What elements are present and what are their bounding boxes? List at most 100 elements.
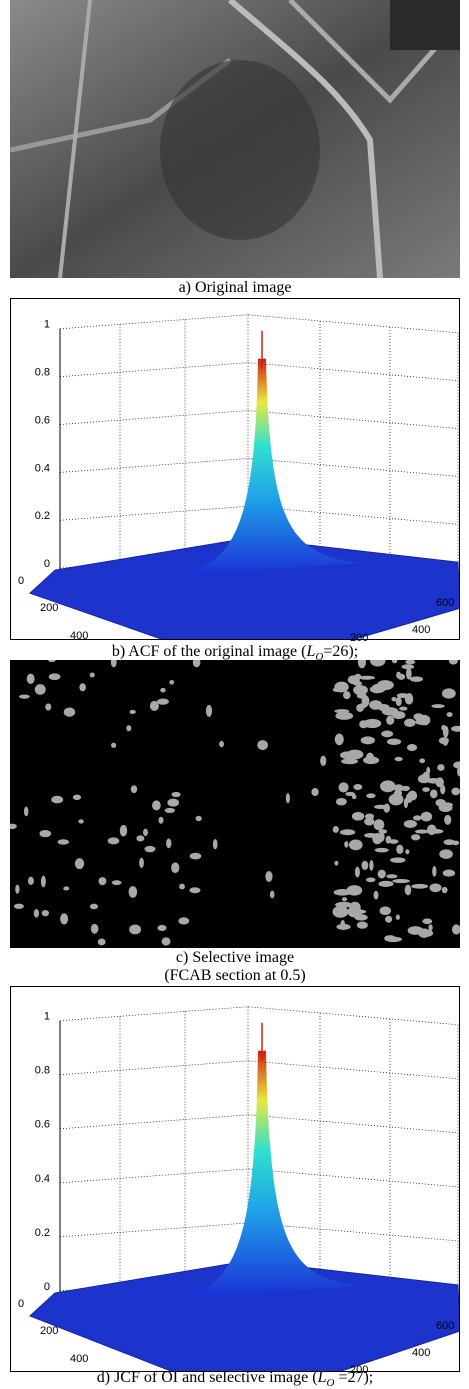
- blob: [405, 660, 416, 665]
- blob: [74, 858, 85, 870]
- blob: [334, 860, 339, 866]
- blob: [414, 829, 429, 834]
- blob: [335, 901, 353, 908]
- blob: [448, 660, 458, 665]
- blob: [364, 813, 375, 820]
- blob: [341, 897, 348, 902]
- z-tick-label: 0.6: [35, 414, 50, 426]
- left-tick-label: 0: [18, 1298, 24, 1310]
- blob: [369, 685, 386, 694]
- blob: [384, 935, 396, 942]
- plot-border: [10, 986, 460, 1372]
- z-tick-label: 0.2: [35, 1227, 50, 1239]
- blob: [451, 787, 460, 796]
- blob: [157, 698, 169, 705]
- blob: [178, 917, 190, 925]
- blob: [10, 823, 17, 830]
- blob: [396, 844, 404, 855]
- blob: [442, 725, 449, 738]
- blob: [351, 794, 357, 800]
- blob: [189, 887, 201, 894]
- caption-prefix: b) ACF of the original image (: [112, 643, 307, 660]
- z-tick-label: 1: [44, 319, 50, 331]
- blob: [409, 676, 424, 682]
- blob: [432, 865, 437, 877]
- blob: [353, 685, 368, 696]
- blob: [379, 906, 392, 916]
- blob: [344, 841, 349, 848]
- left-tick-label: 200: [40, 602, 58, 614]
- blob: [437, 764, 445, 771]
- blob: [429, 883, 442, 893]
- blob: [27, 876, 34, 886]
- blob: [426, 824, 437, 836]
- blob: [348, 839, 363, 851]
- blob: [357, 660, 366, 669]
- blob: [395, 697, 402, 707]
- blob: [48, 673, 61, 681]
- blob: [335, 711, 354, 720]
- blob: [431, 704, 445, 709]
- blob: [152, 800, 161, 811]
- blob: [143, 828, 148, 837]
- blob: [399, 706, 408, 711]
- left-tick-label: 400: [70, 630, 88, 642]
- caption: b) ACF of the original image (LO=26);: [112, 643, 358, 663]
- caption: d) JCF of OI and selective image (LO =27…: [97, 1369, 373, 1389]
- blob: [333, 888, 352, 896]
- blob: [111, 742, 117, 748]
- blob: [405, 793, 413, 803]
- z-tick-label: 1: [44, 1011, 50, 1023]
- blob: [98, 877, 107, 886]
- blob: [363, 756, 380, 765]
- blob: [144, 845, 156, 853]
- blob: [205, 704, 213, 717]
- caption-subscript: O: [326, 1377, 334, 1389]
- caption-suffix: =26);: [323, 643, 358, 660]
- blob: [390, 857, 406, 863]
- blob: [126, 725, 132, 732]
- blob: [442, 869, 456, 877]
- blob: [440, 784, 446, 795]
- blob: [97, 938, 106, 946]
- blob: [391, 696, 397, 702]
- blob: [364, 832, 378, 838]
- blob: [361, 860, 369, 871]
- blob: [336, 923, 351, 930]
- blob: [39, 830, 52, 838]
- blob: [149, 700, 159, 712]
- blob: [335, 797, 347, 806]
- blob: [406, 744, 418, 752]
- blob: [377, 869, 386, 879]
- caption-c: c) Selective image: [176, 949, 294, 966]
- z-tick-label: 0.2: [35, 510, 50, 522]
- blob: [441, 886, 448, 894]
- blob: [403, 820, 417, 828]
- z-tick-label: 0.4: [35, 1173, 50, 1185]
- blob: [265, 871, 273, 883]
- left-tick-label: 0: [18, 575, 24, 587]
- z-tick-label: 0: [44, 1281, 50, 1293]
- blob: [57, 839, 70, 845]
- blob: [457, 766, 460, 777]
- original-image: [10, 0, 460, 278]
- blob: [33, 909, 40, 918]
- blob: [311, 788, 319, 797]
- blob: [79, 683, 86, 692]
- blob: [111, 880, 122, 886]
- z-tick-label: 0.4: [35, 462, 50, 474]
- blob: [438, 802, 453, 813]
- blob: [413, 713, 424, 721]
- blob: [419, 758, 426, 764]
- blob: [369, 660, 386, 667]
- blob: [439, 849, 453, 859]
- blob: [365, 877, 376, 883]
- blob: [164, 807, 176, 813]
- blob: [63, 707, 76, 717]
- blob: [386, 874, 398, 879]
- z-tick-label: 0.8: [35, 1065, 50, 1077]
- blob: [354, 866, 360, 878]
- blob: [161, 937, 171, 946]
- blob: [426, 766, 431, 775]
